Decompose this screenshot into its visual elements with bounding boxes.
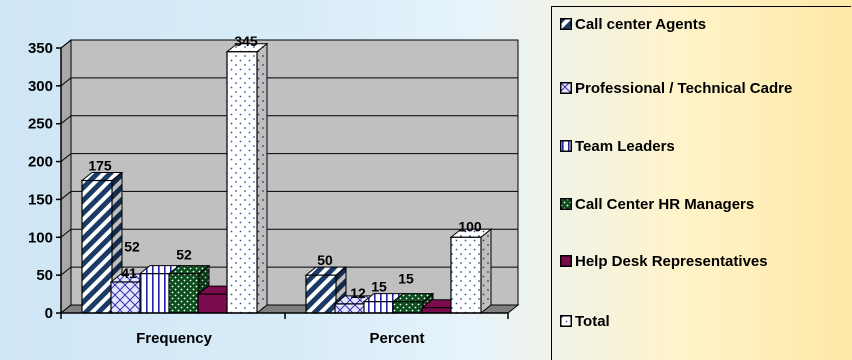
legend-swatch [560, 18, 572, 30]
bar-chart: 0 50 100 150 200 250 300 350 Frequency Percent 1… [28, 33, 520, 347]
x-axis: Frequency Percent [60, 312, 509, 347]
bar-side-shade [257, 43, 267, 314]
legend-label: Help Desk Representatives [575, 253, 768, 270]
legend-entry: Call center Agents [560, 14, 850, 36]
data-label: 52 [176, 247, 192, 263]
data-label: 12 [350, 285, 366, 301]
data-label: 41 [121, 265, 137, 281]
y-tick-label: 0 [45, 305, 53, 322]
y-tick-label: 200 [28, 154, 53, 171]
bar-front [305, 274, 337, 314]
legend-label: Total [575, 313, 610, 330]
legend-swatch [560, 82, 572, 94]
bar-front [334, 303, 366, 314]
bar-front [168, 273, 200, 314]
bar [449, 228, 493, 315]
gridline [60, 190, 518, 200]
y-tick-label: 100 [28, 229, 53, 246]
bar-front [110, 281, 142, 314]
data-labels: 175 41 52 52 345 50 12 15 15 100 [88, 33, 482, 301]
gridline [60, 153, 518, 162]
y-tick-label: 250 [28, 116, 53, 133]
data-label: 175 [88, 158, 112, 174]
legend-swatch [560, 255, 572, 267]
y-tick-label: 50 [36, 267, 53, 284]
legend-label: Team Leaders [575, 138, 675, 155]
bar-front [139, 273, 171, 314]
legend-label: Call center Agents [575, 16, 707, 33]
legend-label: Professional / Technical Cadre [575, 80, 793, 97]
bar [80, 171, 124, 315]
bar-front [450, 236, 482, 314]
bar-front [392, 301, 424, 314]
bar-front [226, 51, 258, 314]
legend-entry: Help Desk Representatives [560, 251, 850, 273]
bar [225, 42, 269, 315]
gridline [60, 266, 518, 276]
legend-swatch [560, 315, 572, 327]
data-label: 50 [317, 252, 333, 268]
bar-front [421, 307, 453, 314]
legend-entry: Total [560, 311, 850, 333]
bar-front [363, 301, 395, 314]
plot-side-wall [60, 38, 72, 315]
gridline [60, 228, 518, 238]
bar-front [197, 293, 229, 314]
data-label: 15 [371, 279, 387, 295]
gridline [60, 77, 518, 87]
y-tick-label: 150 [28, 191, 53, 208]
legend-label: Call Center HR Managers [575, 196, 755, 213]
bar-front [81, 179, 113, 314]
data-label: 100 [458, 218, 482, 234]
legend: Call center Agents Professional / Technic… [551, 6, 851, 360]
y-axis: 0 50 100 150 200 250 300 350 [28, 40, 62, 322]
bar-side-shade [481, 229, 491, 313]
legend-swatch [560, 140, 572, 152]
y-tick-label: 300 [28, 78, 53, 95]
x-tick-label: Percent [369, 330, 424, 347]
data-label: 15 [398, 271, 414, 287]
gridline [60, 39, 518, 49]
data-label: 52 [124, 239, 140, 255]
legend-entry: Team Leaders [560, 136, 850, 158]
legend-swatch [560, 198, 572, 210]
x-tick-label: Frequency [136, 330, 213, 347]
y-tick-label: 350 [28, 40, 53, 57]
legend-entry: Call Center HR Managers [560, 194, 850, 216]
gridline [60, 115, 518, 125]
legend-entry: Professional / Technical Cadre [560, 78, 850, 100]
data-label: 345 [234, 33, 258, 49]
bars [80, 42, 493, 315]
